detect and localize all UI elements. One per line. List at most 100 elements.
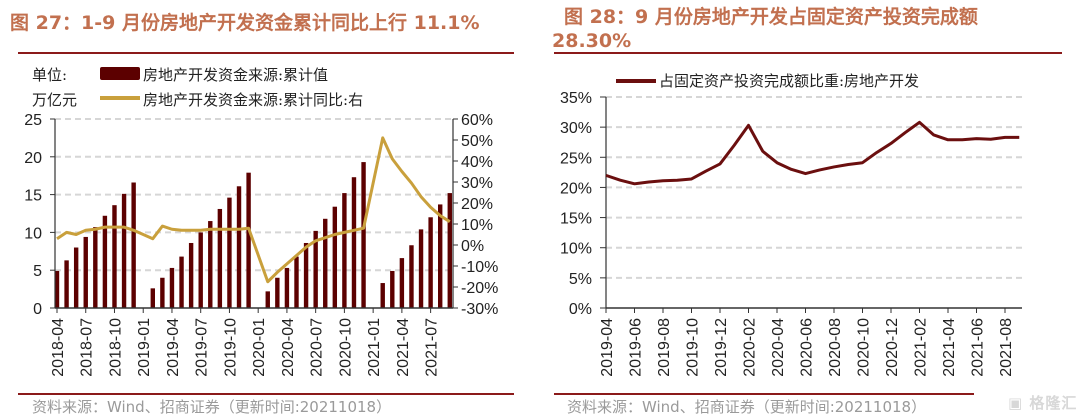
right-chart-y-tick-label: 15% xyxy=(560,211,592,228)
left-x-tick-label: 2021-07 xyxy=(424,318,441,377)
bar-cumulative-value xyxy=(73,247,79,308)
bar-cumulative-value xyxy=(428,217,433,308)
bar-cumulative-value xyxy=(102,215,108,308)
right-y-tick-label: 20% xyxy=(461,196,493,213)
right-chart-x-tick-label: 2019-12 xyxy=(713,318,730,377)
right-chart-x-tick-label: 2021-04 xyxy=(941,318,958,377)
bar-cumulative-value xyxy=(275,277,280,308)
bar-cumulative-value xyxy=(83,236,88,308)
bar-cumulative-value xyxy=(351,177,357,308)
right-footer-rule xyxy=(554,393,974,395)
right-legend-swatch xyxy=(616,79,656,83)
right-chart-x-tick-label: 2020-10 xyxy=(856,318,873,377)
bar-cumulative-value xyxy=(54,270,60,308)
right-chart-x-tick-label: 2019-10 xyxy=(685,318,702,377)
left-x-tick-label: 2018-10 xyxy=(107,318,124,377)
right-chart-y-tick-label: 10% xyxy=(560,241,592,258)
legend-bar-swatch xyxy=(100,67,140,80)
left-chart-title: 图 27：1-9 月份房地产开发资金累计同比上行 11.1% xyxy=(10,12,480,34)
bar-cumulative-value xyxy=(438,204,443,308)
left-x-tick-label: 2018-07 xyxy=(79,318,96,377)
right-chart-x-tick-label: 2021-06 xyxy=(970,318,987,377)
left-x-tick-label: 2021-04 xyxy=(395,318,412,377)
bar-cumulative-value xyxy=(361,162,366,308)
yoy-line-series xyxy=(56,136,451,284)
right-y-tick-label: 10% xyxy=(461,217,493,234)
left-y-tick-label: 20 xyxy=(24,150,42,167)
left-unit-label-1: 单位: xyxy=(32,66,68,84)
bar-cumulative-value xyxy=(64,260,69,308)
right-chart-x-tick-label: 2021-08 xyxy=(998,318,1015,377)
bar-cumulative-value xyxy=(246,172,251,308)
bar-cumulative-value xyxy=(294,256,299,308)
bar-cumulative-value xyxy=(112,205,117,308)
bar-cumulative-value xyxy=(409,245,414,308)
left-x-tick-label: 2020-04 xyxy=(280,318,297,377)
bar-cumulative-value xyxy=(313,230,318,308)
ratio-line-series xyxy=(605,120,1020,186)
legend-bar-label: 房地产开发资金来源:累计值 xyxy=(143,66,329,84)
left-x-tick-label: 2019-10 xyxy=(222,318,239,377)
legend-line-label: 房地产开发资金来源:累计同比:右 xyxy=(143,91,364,109)
left-x-tick-label: 2020-10 xyxy=(337,318,354,377)
right-y-tick-label: -10% xyxy=(461,259,498,276)
left-footer-rule xyxy=(18,393,514,395)
legend-line-swatch xyxy=(100,96,140,100)
bar-cumulative-value xyxy=(188,242,194,308)
left-x-tick-label: 2019-04 xyxy=(165,318,182,377)
right-y-tick-label: 60% xyxy=(461,112,493,129)
bar-cumulative-value xyxy=(447,193,452,308)
right-chart-y-tick-label: 35% xyxy=(560,90,592,107)
left-x-tick-label: 2020-01 xyxy=(251,318,268,377)
bar-cumulative-value xyxy=(342,193,347,308)
bar-cumulative-value xyxy=(284,267,290,308)
right-chart-y-tick-label: 20% xyxy=(560,180,592,197)
bar-cumulative-value xyxy=(227,197,232,308)
right-y-tick-label: -20% xyxy=(461,280,498,297)
right-source-note: 资料来源：Wind、招商证券（更新时间:20211018） xyxy=(567,398,927,416)
left-unit-label-2: 万亿元 xyxy=(32,91,78,109)
left-x-tick-label: 2019-01 xyxy=(136,318,153,377)
right-y-tick-label: -30% xyxy=(461,301,498,318)
right-chart-x-tick-label: 2019-06 xyxy=(628,318,645,377)
right-chart-y-tick-label: 5% xyxy=(569,271,592,288)
right-y-tick-label: 40% xyxy=(461,154,493,171)
bar-cumulative-value xyxy=(303,242,309,308)
bar-cumulative-value xyxy=(208,221,213,308)
right-chart-x-tick-label: 2020-12 xyxy=(884,318,901,377)
right-chart-x-tick-label: 2019-08 xyxy=(656,318,673,377)
right-chart-y-tick-label: 30% xyxy=(560,120,592,137)
right-chart-y-tick-label: 25% xyxy=(560,150,592,167)
watermark-logo: ▣ 格隆汇 xyxy=(1008,394,1078,412)
bar-cumulative-value xyxy=(131,182,136,308)
bar-cumulative-value xyxy=(179,256,184,308)
right-chart-x-tick-label: 2020-04 xyxy=(770,318,787,377)
left-title-rule xyxy=(18,52,514,54)
right-legend-label: 占固定资产投资完成额比重:房地产开发 xyxy=(659,72,920,90)
right-chart-x-tick-label: 2020-02 xyxy=(742,318,759,377)
right-chart-x-tick-label: 2020-08 xyxy=(827,318,844,377)
bar-cumulative-value xyxy=(332,206,338,308)
right-y-tick-label: 0% xyxy=(461,238,484,255)
right-chart-title-line1: 图 28：9 月份房地产开发占固定资产投资完成额 xyxy=(564,6,978,28)
right-chart-y-tick-label: 0% xyxy=(569,301,592,318)
left-y-tick-label: 15 xyxy=(24,188,42,205)
left-y-tick-label: 10 xyxy=(24,225,42,242)
right-title-rule xyxy=(554,52,1062,54)
bar-cumulative-value xyxy=(418,229,424,308)
bar-cumulative-value xyxy=(93,227,98,308)
left-source-note: 资料来源：Wind、招商证券（更新时间:20211018） xyxy=(32,398,392,416)
left-y-tick-label: 5 xyxy=(33,263,42,280)
bar-cumulative-value xyxy=(399,258,405,308)
right-y-tick-label: 50% xyxy=(461,133,493,150)
right-chart-x-tick-label: 2021-02 xyxy=(913,318,930,377)
right-y-tick-label: 30% xyxy=(461,175,493,192)
left-x-tick-label: 2020-07 xyxy=(309,318,326,377)
bar-cumulative-value xyxy=(390,270,395,308)
bar-cumulative-value xyxy=(121,193,127,308)
bar-cumulative-value xyxy=(217,208,223,308)
right-chart-x-tick-label: 2020-06 xyxy=(799,318,816,377)
left-y-tick-label: 25 xyxy=(24,112,42,129)
bar-cumulative-value xyxy=(380,283,385,308)
